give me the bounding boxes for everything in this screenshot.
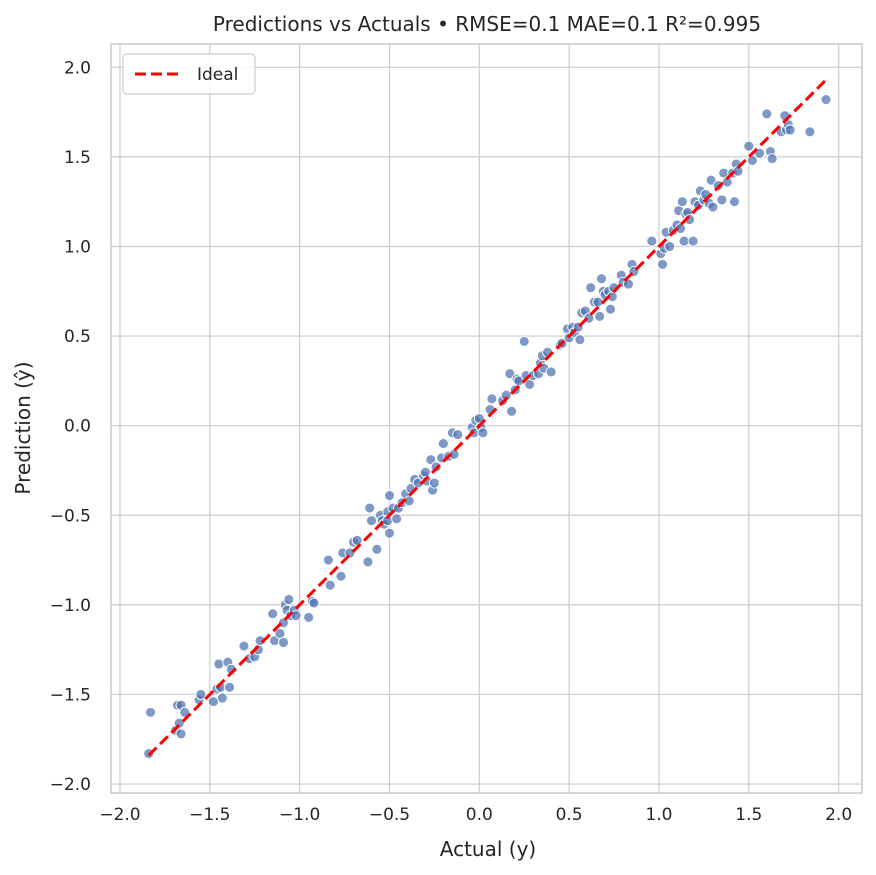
data-point [754, 147, 766, 159]
y-tick-label: −1.0 [50, 596, 91, 616]
data-point [486, 393, 498, 405]
data-point [308, 597, 320, 609]
data-point [278, 637, 289, 648]
data-point [391, 513, 403, 525]
data-point [322, 554, 334, 566]
x-tick-label: −1.0 [279, 805, 320, 825]
x-tick-label: 0.5 [556, 805, 583, 825]
data-point [804, 126, 816, 138]
data-point [766, 153, 778, 165]
legend-box [122, 53, 256, 95]
x-tick-label: 1.5 [735, 805, 762, 825]
data-point [605, 303, 616, 315]
y-axis-label: Prediction (ŷ) [11, 361, 35, 494]
x-tick-labels: −2.0 −1.5 −1.0 −0.5 0.0 0.5 1.0 1.5 2.0 [99, 805, 852, 825]
data-point [585, 282, 597, 294]
data-point [238, 640, 250, 652]
data-point [216, 692, 228, 704]
data-point [545, 366, 557, 378]
data-point [506, 405, 518, 417]
x-tick-label: −2.0 [99, 805, 140, 825]
y-tick-labels: −2.0 −1.5 −1.0 −0.5 0.0 0.5 1.0 1.5 2.0 [50, 58, 91, 795]
data-point [687, 235, 699, 247]
data-point [175, 728, 187, 740]
data-point [761, 108, 773, 120]
y-tick-label: 1.5 [64, 148, 91, 168]
data-point [678, 235, 690, 247]
data-point [362, 556, 374, 568]
legend-entry-ideal: Ideal [197, 65, 238, 85]
y-tick-label: 0.0 [64, 417, 91, 437]
data-point [728, 196, 740, 208]
data-point [207, 696, 219, 708]
data-point [437, 438, 449, 450]
y-tick-label: 0.5 [64, 327, 91, 347]
data-point [452, 429, 464, 441]
data-point [366, 515, 377, 527]
data-point [676, 196, 688, 208]
data-point [594, 310, 606, 322]
data-point [283, 594, 295, 605]
data-point [195, 688, 207, 700]
data-point [213, 658, 225, 670]
data-point [224, 681, 236, 693]
data-point [743, 140, 755, 152]
data-point [746, 155, 758, 166]
y-tick-label: −2.0 [50, 775, 91, 795]
data-point [290, 610, 302, 622]
y-tick-label: −0.5 [50, 506, 91, 526]
data-point [596, 273, 607, 285]
data-point [425, 454, 437, 466]
data-point [384, 490, 395, 502]
data-point [303, 611, 315, 623]
y-tick-label: 2.0 [64, 58, 91, 78]
data-point [179, 706, 191, 718]
data-point [371, 543, 383, 555]
data-point [335, 570, 347, 582]
data-point [664, 241, 676, 252]
data-point [784, 124, 796, 136]
data-point [657, 258, 669, 270]
x-tick-label: −0.5 [369, 805, 410, 825]
data-point [622, 278, 634, 290]
data-point [364, 502, 376, 514]
chart-title: Predictions vs Actuals • RMSE=0.1 MAE=0.… [213, 12, 761, 36]
y-tick-label: −1.5 [50, 685, 91, 705]
x-tick-label: −1.5 [189, 805, 230, 825]
data-point [428, 477, 440, 489]
data-point [820, 94, 832, 105]
data-point [707, 201, 719, 213]
x-tick-label: 0.0 [466, 805, 493, 825]
x-tick-label: 2.0 [825, 805, 852, 825]
data-point [351, 534, 363, 546]
data-point [419, 466, 431, 478]
data-point [646, 235, 658, 247]
data-point [384, 527, 395, 539]
data-point [145, 706, 156, 718]
data-point [574, 334, 586, 346]
plot-frame [110, 43, 863, 794]
data-point [716, 194, 728, 206]
legend: Ideal [122, 53, 256, 95]
grid [111, 44, 862, 793]
x-tick-label: 1.0 [645, 805, 672, 825]
data-point [504, 368, 516, 380]
y-tick-label: 1.0 [64, 237, 91, 257]
data-point [705, 174, 717, 186]
x-axis-label: Actual (y) [440, 837, 536, 861]
data-point [477, 427, 489, 439]
data-point [324, 579, 336, 591]
data-point [518, 335, 530, 347]
data-point [267, 608, 279, 620]
